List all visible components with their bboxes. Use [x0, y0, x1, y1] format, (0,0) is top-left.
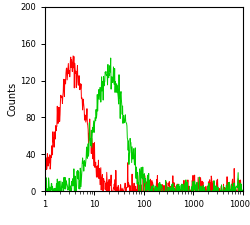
- Y-axis label: Counts: Counts: [7, 82, 17, 116]
